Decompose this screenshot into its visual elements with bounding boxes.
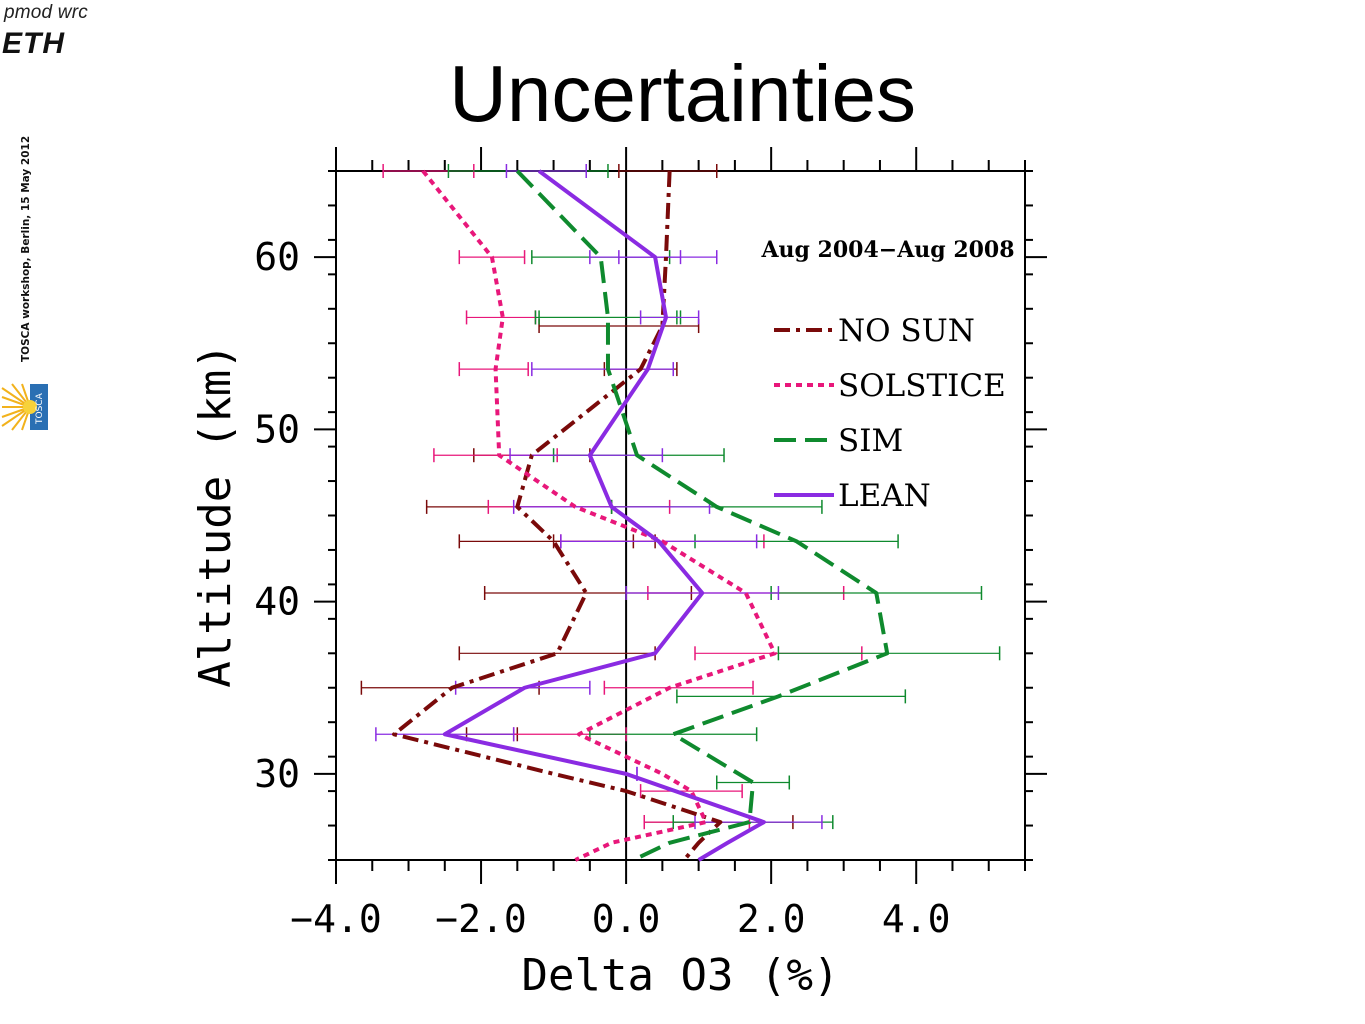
series-line-sim: [515, 169, 890, 862]
series-lines: [392, 169, 890, 862]
x-tick-label: −4.0: [290, 897, 382, 941]
plot-frame: [335, 170, 1026, 861]
series-line-no-sun: [392, 170, 723, 862]
legend-label: SIM: [838, 423, 903, 459]
axis-ticks: [314, 147, 1047, 884]
y-tick-label: 50: [254, 407, 300, 451]
tosca-logo-icon: TOSCA: [1, 383, 48, 431]
plot-border: [335, 170, 1026, 861]
y-tick-label: 30: [254, 752, 300, 796]
pmod-wrc-logo: pmod wrc: [4, 2, 88, 23]
page-title: Uncertainties: [449, 49, 916, 138]
legend-label: SOLSTICE: [838, 368, 1006, 404]
date-range-annotation: Aug 2004−Aug 2008: [760, 237, 1014, 263]
axis-labels: −4.0 −2.0 0.0 2.0 4.0 30 40 50 60 Delta O3 (%) Alt…: [190, 235, 951, 1001]
x-tick-label: 2.0: [737, 897, 806, 941]
y-axis-label: Altitude (km): [190, 343, 241, 687]
x-tick-label: 4.0: [882, 897, 951, 941]
legend-label: NO SUN: [838, 313, 975, 349]
x-tick-label: −2.0: [435, 897, 527, 941]
eth-logo: ETH: [2, 27, 65, 60]
y-tick-label: 40: [254, 580, 300, 624]
x-tick-label: 0.0: [592, 897, 661, 941]
y-tick-label: 60: [254, 235, 300, 279]
legend-label: LEAN: [838, 478, 931, 514]
series-line-solstice: [421, 169, 777, 862]
series-line-lean: [442, 169, 766, 862]
tosca-logo-text: TOSCA: [35, 392, 45, 425]
legend: Aug 2004−Aug 2008 NO SUN SOLSTICE SIM LEAN: [760, 237, 1014, 514]
x-axis-label: Delta O3 (%): [522, 950, 840, 1001]
